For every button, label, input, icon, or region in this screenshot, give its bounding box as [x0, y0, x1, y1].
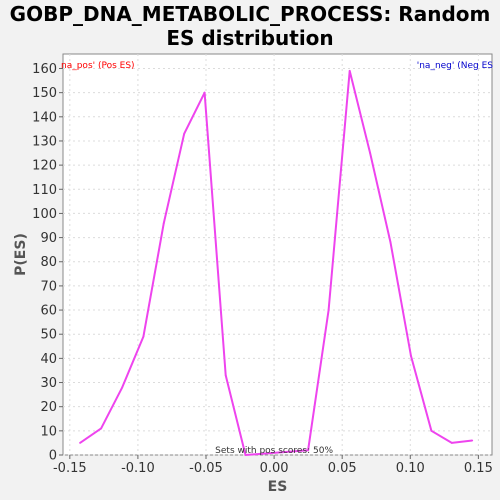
- y-tick-label: 130: [32, 134, 57, 149]
- x-tick-label: -0.05: [189, 461, 223, 476]
- y-tick-label: 60: [40, 304, 57, 319]
- data-point: [327, 309, 330, 311]
- chart-title-line2: ES distribution: [166, 26, 334, 50]
- y-tick-label: 0: [49, 449, 57, 464]
- data-point: [162, 222, 165, 224]
- y-tick-label: 120: [32, 159, 57, 174]
- axes: 0 10 20 30 40 50 60 70 80 90 100 110 120 130 140 150 160…: [32, 62, 493, 476]
- plot-area: [62, 53, 493, 456]
- x-axis-title: ES: [268, 479, 288, 495]
- data-point: [430, 429, 433, 432]
- y-tick-label: 70: [40, 279, 57, 294]
- y-tick-label: 150: [32, 86, 57, 101]
- series-layer: [79, 69, 474, 456]
- x-tick-label: -0.10: [121, 461, 155, 476]
- y-tick-label: 160: [32, 62, 57, 77]
- x-tick-label: 0.15: [464, 461, 493, 476]
- data-point: [450, 442, 453, 444]
- y-tick-label: 30: [40, 376, 57, 391]
- y-tick-label: 40: [40, 352, 57, 367]
- grid: [63, 54, 492, 456]
- legend-neg-es: 'na_neg' (Neg ES: [417, 61, 494, 71]
- data-point: [471, 439, 474, 442]
- data-point: [142, 335, 145, 338]
- y-axis-title: P(ES): [13, 233, 29, 276]
- x-tick-label: 0.10: [396, 461, 425, 476]
- chart-title: GOBP_DNA_METABOLIC_PROCESS: Random ES di…: [0, 2, 500, 50]
- y-tick-label: 10: [40, 424, 57, 439]
- x-tick-label: 0.00: [260, 461, 289, 476]
- x-tick-label: 0.05: [328, 461, 357, 476]
- data-point: [389, 241, 392, 244]
- series-line: [79, 69, 473, 456]
- data-point: [348, 70, 351, 72]
- data-point: [410, 355, 412, 357]
- data-point: [244, 454, 247, 456]
- y-tick-label: 100: [32, 207, 57, 222]
- pos-scores-annotation: Sets with pos scores: 50%: [215, 446, 333, 456]
- y-tick-label: 140: [32, 110, 57, 125]
- chart-title-line1: GOBP_DNA_METABOLIC_PROCESS: Random: [9, 2, 491, 26]
- data-point: [100, 427, 103, 430]
- data-point: [121, 386, 124, 389]
- data-point: [224, 374, 227, 377]
- data-point: [307, 449, 310, 452]
- data-point: [183, 132, 186, 135]
- data-point: [203, 91, 206, 94]
- legend-pos-es: na_pos' (Pos ES): [61, 61, 135, 71]
- data-point: [369, 152, 372, 154]
- y-tick-label: 50: [40, 328, 57, 343]
- y-tick-label: 110: [32, 183, 57, 198]
- data-point: [79, 442, 81, 444]
- y-tick-label: 80: [40, 255, 57, 270]
- x-tick-label: -0.15: [53, 461, 87, 476]
- y-tick-label: 20: [40, 400, 57, 415]
- y-tick-label: 90: [40, 231, 57, 246]
